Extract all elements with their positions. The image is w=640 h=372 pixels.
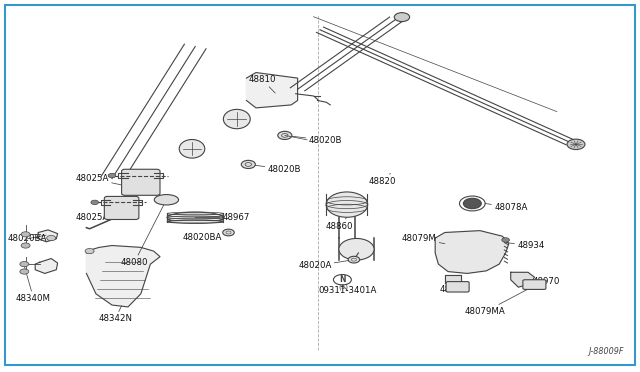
Polygon shape [511, 272, 534, 287]
Circle shape [567, 139, 585, 150]
Text: 48025A: 48025A [76, 211, 120, 222]
Text: 48970: 48970 [522, 278, 560, 286]
Text: 48810: 48810 [248, 75, 276, 93]
Ellipse shape [167, 220, 223, 223]
Text: 48340M: 48340M [16, 266, 51, 303]
Circle shape [47, 235, 56, 241]
Text: (1): (1) [339, 284, 349, 291]
Ellipse shape [326, 192, 367, 217]
Circle shape [85, 248, 94, 254]
Text: J-88009F: J-88009F [589, 347, 624, 356]
Text: 48961: 48961 [440, 283, 467, 294]
Text: 48342N: 48342N [98, 306, 132, 323]
Circle shape [108, 173, 116, 178]
Circle shape [223, 229, 234, 236]
Polygon shape [86, 246, 160, 307]
FancyBboxPatch shape [523, 280, 546, 289]
Text: 48020A: 48020A [298, 260, 354, 270]
Ellipse shape [339, 238, 374, 260]
FancyBboxPatch shape [122, 169, 160, 195]
Circle shape [278, 131, 292, 140]
Circle shape [394, 13, 410, 22]
Polygon shape [435, 231, 509, 273]
Text: 48079M: 48079M [402, 234, 445, 244]
Circle shape [463, 198, 481, 209]
Text: 48967: 48967 [195, 213, 250, 222]
Circle shape [21, 232, 30, 237]
Ellipse shape [167, 212, 223, 223]
Circle shape [91, 200, 99, 205]
Polygon shape [35, 259, 58, 273]
Text: 48934: 48934 [506, 241, 545, 250]
Circle shape [502, 238, 509, 242]
Text: 48020B: 48020B [249, 164, 301, 174]
Polygon shape [37, 230, 58, 242]
Text: N: N [339, 275, 346, 284]
FancyBboxPatch shape [446, 282, 469, 292]
Text: 48860: 48860 [326, 217, 353, 231]
Text: 09311-3401A: 09311-3401A [319, 285, 377, 295]
Circle shape [333, 275, 351, 285]
Ellipse shape [179, 140, 205, 158]
Ellipse shape [223, 109, 250, 129]
Text: 48820: 48820 [369, 173, 396, 186]
FancyBboxPatch shape [104, 196, 139, 219]
Text: 48025A: 48025A [76, 174, 123, 185]
Text: 48080: 48080 [121, 200, 166, 267]
Ellipse shape [154, 195, 179, 205]
Circle shape [20, 269, 29, 274]
Circle shape [21, 243, 30, 248]
Polygon shape [246, 73, 298, 108]
Circle shape [20, 262, 29, 267]
Text: 48078A: 48078A [485, 203, 527, 212]
Text: 48020BA: 48020BA [8, 234, 47, 243]
Text: 48020B: 48020B [285, 135, 342, 145]
Circle shape [241, 160, 255, 169]
Polygon shape [445, 275, 461, 283]
Circle shape [348, 256, 360, 263]
Text: 48020BA: 48020BA [182, 232, 228, 242]
Text: 48079MA: 48079MA [465, 286, 534, 316]
